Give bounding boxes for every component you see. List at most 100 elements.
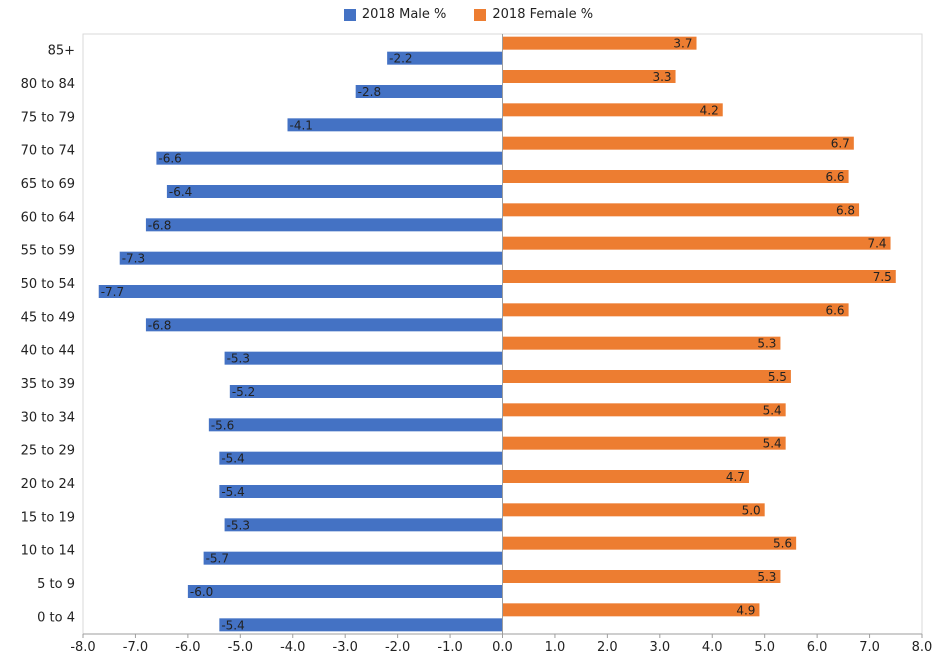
bar-female — [502, 370, 791, 383]
data-label-female: 3.3 — [652, 70, 671, 84]
x-tick-label: -8.0 — [70, 640, 95, 655]
bar-male — [387, 51, 503, 65]
data-label-male: -2.2 — [389, 52, 412, 66]
y-tick-label: 80 to 84 — [21, 77, 75, 92]
data-label-female: 4.2 — [700, 103, 719, 117]
data-label-female: 7.4 — [867, 237, 886, 251]
data-label-female: 5.0 — [742, 503, 761, 517]
y-tick-label: 0 to 4 — [37, 610, 75, 625]
y-tick-label: 65 to 69 — [21, 177, 75, 192]
bar-male — [219, 618, 503, 632]
x-tick-label: -3.0 — [333, 640, 358, 655]
bar-female — [502, 36, 697, 50]
data-label-female: 5.5 — [768, 370, 787, 384]
bar-female — [502, 470, 749, 483]
y-tick-label: 35 to 39 — [21, 377, 75, 392]
legend-label-female: 2018 Female % — [492, 7, 594, 22]
data-label-male: -6.4 — [169, 185, 192, 199]
data-label-female: 6.6 — [825, 303, 844, 317]
bar-male — [98, 285, 503, 298]
x-tick-label: 8.0 — [912, 640, 933, 655]
data-label-male: -5.3 — [227, 518, 250, 532]
legend-label-male: 2018 Male % — [361, 7, 447, 22]
x-tick-label: 2.0 — [597, 640, 618, 655]
data-label-male: -7.3 — [122, 252, 145, 266]
bar-male — [156, 151, 503, 165]
bar-male — [203, 551, 503, 565]
bar-female — [502, 203, 860, 217]
y-tick-label: 10 to 14 — [21, 544, 75, 559]
bar-female — [502, 503, 765, 517]
bar-male — [224, 518, 503, 532]
bar-male — [219, 485, 503, 498]
bar-female — [502, 136, 854, 150]
data-label-male: -5.3 — [227, 352, 250, 366]
bar-male — [229, 385, 503, 398]
x-tick-label: 7.0 — [859, 640, 880, 655]
bar-male — [119, 251, 503, 265]
y-tick-label: 40 to 44 — [21, 344, 75, 359]
bar-male — [187, 585, 503, 598]
data-label-female: 6.6 — [825, 170, 844, 184]
x-tick-label: 0.0 — [492, 640, 513, 655]
bar-male — [145, 318, 503, 332]
x-tick-label: -7.0 — [123, 640, 148, 655]
bar-female — [502, 436, 786, 450]
bar-male — [145, 218, 503, 232]
bar-female — [502, 170, 849, 183]
data-label-male: -5.6 — [211, 418, 234, 432]
x-tick-label: 4.0 — [702, 640, 723, 655]
bar-female — [502, 103, 723, 117]
data-label-female: 4.9 — [736, 603, 755, 617]
legend-item-male: 2018 Male % — [343, 7, 447, 22]
x-tick-label: 6.0 — [807, 640, 828, 655]
y-tick-label: 55 to 59 — [21, 244, 75, 259]
data-label-male: -4.1 — [290, 118, 313, 132]
y-tick-label: 60 to 64 — [21, 210, 75, 225]
legend-item-female: 2018 Female % — [474, 7, 593, 22]
bar-male — [219, 451, 503, 465]
data-label-male: -6.6 — [158, 152, 181, 166]
data-label-male: -5.7 — [206, 552, 229, 566]
data-label-male: -2.8 — [358, 85, 381, 99]
y-tick-label: 15 to 19 — [21, 510, 75, 525]
x-tick-label: -6.0 — [175, 640, 200, 655]
y-tick-label: 45 to 49 — [21, 310, 75, 325]
x-tick-label: -1.0 — [437, 640, 462, 655]
data-label-male: -6.8 — [148, 318, 171, 332]
data-label-female: 5.4 — [763, 403, 782, 417]
x-tick-label: 1.0 — [545, 640, 566, 655]
bar-male — [355, 85, 503, 98]
data-label-female: 6.7 — [831, 137, 850, 151]
bar-male — [224, 351, 503, 365]
y-tick-label: 5 to 9 — [37, 577, 75, 592]
y-tick-label: 70 to 74 — [21, 144, 75, 159]
bar-female — [502, 570, 781, 583]
data-label-female: 6.8 — [836, 203, 855, 217]
x-tick-label: -2.0 — [385, 640, 410, 655]
bar-female — [502, 270, 896, 283]
data-label-female: 5.3 — [757, 570, 776, 584]
x-tick-label: 5.0 — [754, 640, 775, 655]
bar-female — [502, 603, 760, 617]
x-tick-label: -5.0 — [228, 640, 253, 655]
data-label-female: 5.6 — [773, 537, 792, 551]
bar-male — [208, 418, 503, 432]
y-tick-label: 25 to 29 — [21, 444, 75, 459]
data-label-female: 3.7 — [673, 37, 692, 51]
data-label-male: -6.0 — [190, 585, 213, 599]
data-label-female: 5.4 — [763, 437, 782, 451]
data-label-male: -6.8 — [148, 218, 171, 232]
y-tick-label: 20 to 24 — [21, 477, 75, 492]
bar-male — [166, 185, 503, 198]
data-label-female: 4.7 — [726, 470, 745, 484]
legend: 2018 Male % 2018 Female % — [0, 7, 937, 22]
y-tick-label: 85+ — [48, 44, 75, 59]
x-tick-label: 3.0 — [649, 640, 670, 655]
y-tick-label: 30 to 34 — [21, 410, 75, 425]
bar-female — [502, 336, 781, 350]
data-label-female: 7.5 — [873, 270, 892, 284]
data-label-female: 5.3 — [757, 337, 776, 351]
bar-male — [287, 118, 503, 132]
data-label-male: -7.7 — [101, 285, 124, 299]
